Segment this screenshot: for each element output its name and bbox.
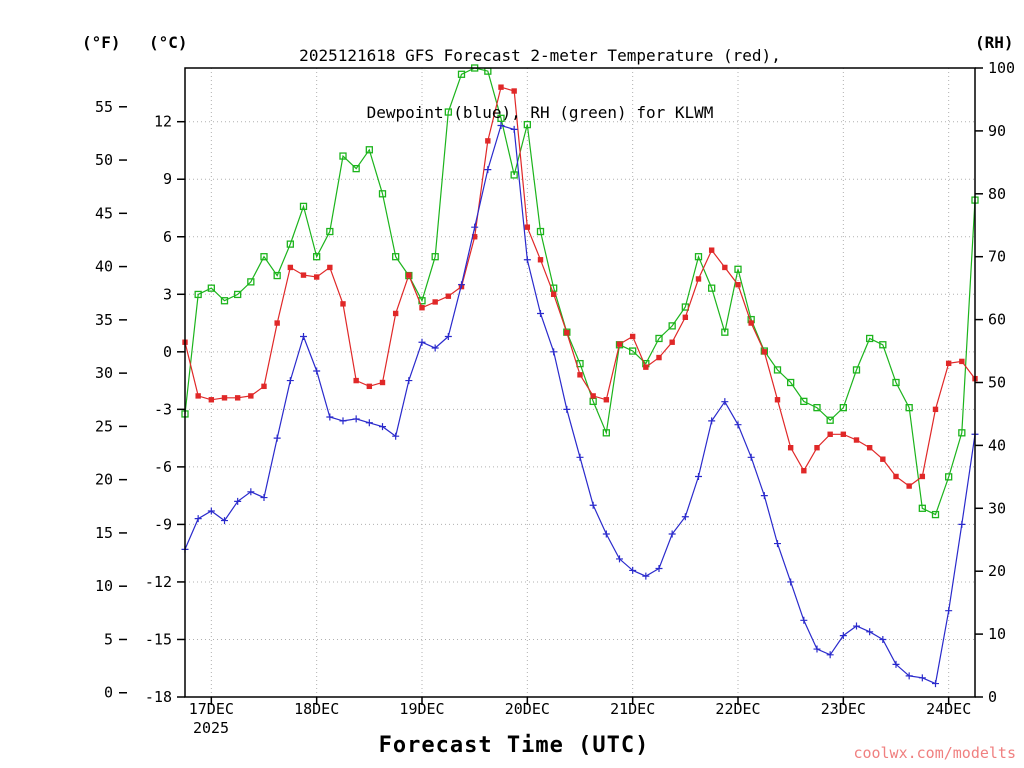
svg-text:90: 90 [988,122,1006,140]
svg-text:10: 10 [95,577,113,595]
svg-text:20DEC: 20DEC [505,700,550,718]
svg-text:-15: -15 [145,630,172,648]
svg-text:-12: -12 [145,573,172,591]
svg-text:20: 20 [95,471,113,489]
svg-text:-9: -9 [154,515,172,533]
svg-text:21DEC: 21DEC [610,700,655,718]
svg-text:25: 25 [95,417,113,435]
svg-text:35: 35 [95,311,113,329]
y-axis-fahrenheit: 0 5 10 15 20 25 30 35 40 45 50 55 [95,98,127,702]
svg-text:22DEC: 22DEC [715,700,760,718]
svg-text:12: 12 [154,113,172,131]
svg-text:70: 70 [988,248,1006,266]
x-axis-year-label: 2025 [192,719,230,737]
plot-border [184,67,976,698]
series-rh [181,64,979,519]
svg-text:17DEC: 17DEC [189,700,234,718]
svg-text:0: 0 [104,684,113,702]
celsius-axis-label: (°C) [149,33,188,52]
svg-text:23DEC: 23DEC [821,700,866,718]
svg-text:10: 10 [988,625,1006,643]
svg-text:20: 20 [988,562,1006,580]
svg-text:40: 40 [95,258,113,276]
svg-text:24DEC: 24DEC [926,700,971,718]
svg-text:40: 40 [988,436,1006,454]
svg-text:60: 60 [988,311,1006,329]
chart-title-line2: Dewpoint (blue), RH (green) for KLWM [366,103,714,122]
series-dewpoint [181,122,979,688]
svg-text:5: 5 [104,630,113,648]
x-axis-title: Forecast Time (UTC) [378,733,650,758]
series-temperature [182,84,978,489]
svg-text:30: 30 [988,499,1006,517]
rh-axis-label: (RH) [975,33,1014,52]
svg-text:15: 15 [95,524,113,542]
svg-text:55: 55 [95,98,113,116]
watermark: coolwx.com/modelts [853,744,1016,762]
svg-text:-3: -3 [154,400,172,418]
svg-text:6: 6 [163,228,172,246]
svg-text:0: 0 [988,688,997,706]
fahrenheit-axis-label: (°F) [82,33,121,52]
svg-text:45: 45 [95,204,113,222]
chart-title-line1: 2025121618 GFS Forecast 2-meter Temperat… [299,46,781,65]
svg-text:-18: -18 [145,688,172,706]
svg-text:3: 3 [163,285,172,303]
svg-text:50: 50 [988,374,1006,392]
svg-text:19DEC: 19DEC [399,700,444,718]
svg-text:0: 0 [163,343,172,361]
svg-text:30: 30 [95,364,113,382]
chart-title: 2025121618 GFS Forecast 2-meter Temperat… [299,8,781,141]
svg-text:50: 50 [95,151,113,169]
svg-text:100: 100 [988,59,1015,77]
svg-text:-6: -6 [154,458,172,476]
y-axis-rh: 0 10 20 30 40 50 60 70 80 90 100 [975,59,1015,706]
svg-text:18DEC: 18DEC [294,700,339,718]
svg-text:80: 80 [988,185,1006,203]
x-axis-days: 17DEC 18DEC 19DEC 20DEC 21DEC 22DEC 23DEC 24DEC [189,697,971,718]
grid [185,68,975,698]
svg-text:9: 9 [163,170,172,188]
y-axis-celsius: -18 -15 -12 -9 -6 -3 0 3 6 9 12 [145,113,185,706]
